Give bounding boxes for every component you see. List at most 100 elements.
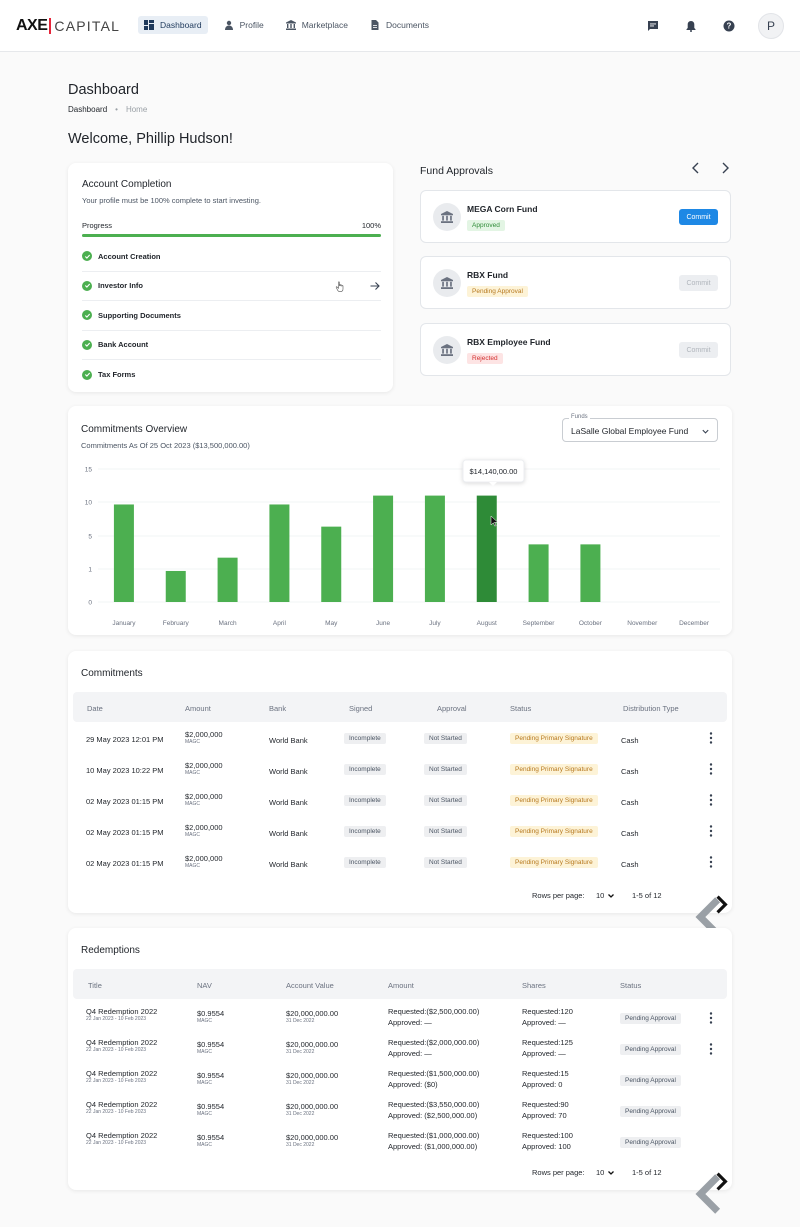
col-status[interactable]: Status — [620, 981, 642, 990]
nav-documents[interactable]: Documents — [364, 16, 435, 34]
table-row[interactable]: 10 May 2023 10:22 PM $2,000,000 MAGC Worl… — [73, 754, 727, 785]
col-status[interactable]: Status — [510, 704, 532, 713]
nav-profile[interactable]: Profile — [218, 16, 270, 34]
table-row[interactable]: Q4 Redemption 2022 22 Jan 2023 - 10 Feb 2… — [73, 1127, 727, 1158]
table-row[interactable]: 29 May 2023 12:01 PM $2,000,000 MAGC Worl… — [73, 723, 727, 754]
bar-august[interactable] — [476, 495, 497, 602]
commitments-card: Commitments Date Amount Bank Signed Appr… — [68, 651, 732, 937]
nav-dashboard-label: Dashboard — [160, 20, 202, 30]
col-amount[interactable]: Amount — [388, 981, 414, 990]
rows-per-page-select[interactable]: 10 — [596, 891, 615, 900]
notifications-button[interactable] — [682, 17, 700, 35]
table-row[interactable]: 02 May 2023 01:15 PM $2,000,000 MAGC Worl… — [73, 847, 727, 878]
redemptions-card: Redemptions Title NAV Account Value Amou… — [68, 928, 732, 1214]
col-distribution-type[interactable]: Distribution Type — [623, 704, 679, 713]
col-account-value[interactable]: Account Value — [286, 981, 334, 990]
distribution-type: Cash — [621, 798, 639, 807]
axe-capital-logo[interactable]: AXE CAPITAL — [16, 16, 120, 36]
col-title[interactable]: Title — [88, 981, 102, 990]
messages-button[interactable] — [644, 17, 662, 35]
more-vertical-icon[interactable] — [709, 732, 713, 744]
chevron-left-icon[interactable] — [689, 161, 703, 175]
bar-october[interactable] — [580, 544, 601, 602]
amount-value: $2,000,000 — [185, 730, 223, 739]
breadcrumb-dashboard[interactable]: Dashboard — [68, 105, 108, 114]
commitment-date: 02 May 2023 01:15 PM — [86, 828, 164, 837]
amount-unit: MAGC — [185, 738, 200, 745]
check-icon — [82, 339, 92, 350]
bar-march[interactable] — [217, 557, 238, 602]
step-investor-info[interactable]: Investor Info — [82, 272, 381, 301]
account-value-cell: $20,000,000.00 31 Dec 2022 — [286, 1103, 338, 1117]
arrow-right-icon[interactable] — [369, 280, 381, 292]
table-row[interactable]: Q4 Redemption 2022 22 Jan 2023 - 10 Feb 2… — [73, 1096, 727, 1127]
bar-february[interactable] — [165, 570, 186, 602]
step-bank-account[interactable]: Bank Account — [82, 331, 381, 360]
bar-may[interactable] — [321, 526, 342, 602]
commit-button[interactable]: Commit — [679, 209, 718, 225]
nav-marketplace[interactable]: Marketplace — [280, 16, 354, 34]
nav-dashboard[interactable]: Dashboard — [138, 16, 208, 34]
table-row[interactable]: Q4 Redemption 2022 22 Jan 2023 - 10 Feb 2… — [73, 1034, 727, 1065]
account-value-date: 31 Dec 2022 — [286, 1017, 315, 1024]
nav-value: $0.9554 — [197, 1102, 225, 1111]
bar-january[interactable] — [113, 504, 134, 602]
prev-page-icon[interactable] — [686, 1171, 732, 1217]
fund-name: RBX Employee Fund — [467, 337, 551, 347]
step-account-creation[interactable]: Account Creation — [82, 242, 381, 272]
redemption-title-cell: Q4 Redemption 2022 22 Jan 2023 - 10 Feb 2… — [86, 1132, 157, 1146]
bar-june[interactable] — [373, 495, 394, 602]
col-date[interactable]: Date — [87, 704, 103, 713]
progress-bar-fill — [82, 234, 381, 237]
rows-per-page-select[interactable]: 10 — [596, 1168, 615, 1177]
next-page-icon[interactable] — [711, 894, 732, 915]
chevron-right-icon[interactable] — [718, 161, 732, 175]
bar-september[interactable] — [528, 544, 549, 602]
approval-badge: Not Started — [424, 826, 467, 837]
fund-card-mega-corn[interactable]: MEGA Corn Fund Approved Commit — [420, 190, 731, 243]
more-vertical-icon[interactable] — [709, 1043, 713, 1055]
nav-unit: MAGC — [197, 1110, 212, 1117]
table-row[interactable]: 02 May 2023 01:15 PM $2,000,000 MAGC Worl… — [73, 816, 727, 847]
next-page-icon[interactable] — [711, 1171, 732, 1192]
funds-select[interactable]: Funds LaSalle Global Employee Fund — [562, 414, 718, 442]
fund-card-rbx-employee[interactable]: RBX Employee Fund Rejected Commit — [420, 323, 731, 376]
amount-requested: Requested:($2,000,000.00) — [388, 1038, 480, 1047]
commit-button-disabled[interactable]: Commit — [679, 342, 718, 358]
account-value-date: 31 Dec 2022 — [286, 1110, 315, 1117]
bar-july[interactable] — [424, 495, 445, 602]
nav-profile-label: Profile — [239, 20, 264, 30]
x-tick-label: May — [325, 620, 338, 627]
status-badge: Pending Approval — [620, 1013, 681, 1024]
table-row[interactable]: 02 May 2023 01:15 PM $2,000,000 MAGC Worl… — [73, 785, 727, 816]
more-vertical-icon[interactable] — [709, 856, 713, 868]
caret-down-icon — [608, 893, 615, 898]
commitment-amount: $2,000,000 MAGC — [185, 731, 223, 745]
col-approval[interactable]: Approval — [437, 704, 467, 713]
commit-button-disabled[interactable]: Commit — [679, 275, 718, 291]
more-vertical-icon[interactable] — [709, 763, 713, 775]
table-row[interactable]: Q4 Redemption 2022 22 Jan 2023 - 10 Feb 2… — [73, 1065, 727, 1096]
more-vertical-icon[interactable] — [709, 1012, 713, 1024]
more-vertical-icon[interactable] — [709, 794, 713, 806]
overview-subtitle: Commitments As Of 25 Oct 2023 ($13,500,0… — [81, 441, 250, 450]
col-shares[interactable]: Shares — [522, 981, 546, 990]
col-nav[interactable]: NAV — [197, 981, 212, 990]
col-bank[interactable]: Bank — [269, 704, 287, 713]
step-supporting-documents[interactable]: Supporting Documents — [82, 301, 381, 331]
logo-capital-text: CAPITAL — [54, 18, 121, 34]
more-vertical-icon[interactable] — [709, 825, 713, 837]
col-signed[interactable]: Signed — [349, 704, 373, 713]
person-icon — [224, 20, 233, 30]
top-navbar: AXE CAPITAL Dashboard Profile Marketplac… — [0, 0, 800, 52]
help-button[interactable]: ? — [720, 17, 738, 35]
fund-card-rbx[interactable]: RBX Fund Pending Approval Commit — [420, 256, 731, 309]
table-row[interactable]: Q4 Redemption 2022 22 Jan 2023 - 10 Feb 2… — [73, 1003, 727, 1034]
col-amount[interactable]: Amount — [185, 704, 211, 713]
bar-april[interactable] — [269, 504, 290, 602]
user-avatar[interactable]: P — [758, 13, 784, 39]
redemption-title: Q4 Redemption 2022 — [86, 1131, 158, 1140]
breadcrumb-home[interactable]: Home — [125, 105, 148, 114]
progress-label: Progress — [82, 221, 113, 230]
step-tax-forms[interactable]: Tax Forms — [82, 360, 381, 390]
